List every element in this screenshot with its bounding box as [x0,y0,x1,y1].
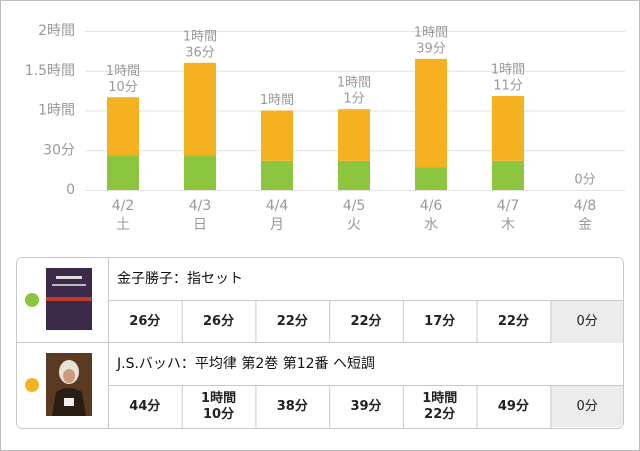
y-tick-label: 0 [66,182,75,198]
bar-segment [107,97,139,156]
cell-value: 22分 [498,313,529,329]
bar-segment [184,62,216,156]
today-cell [550,386,623,427]
cell-value: 49分 [498,398,529,414]
bar-segment [338,160,370,190]
cell-value: 0分 [577,314,598,329]
bar-segment [261,160,293,190]
total-label: 1時間 [260,93,294,108]
book-cover [46,268,92,330]
bar-segment [415,167,447,190]
x-tick-label: 4/2 [112,198,135,214]
total-label: 36分 [185,45,215,60]
x-weekday-label: 水 [424,217,438,233]
x-weekday-label: 木 [501,217,515,233]
total-label: 11分 [493,78,523,93]
bar-segment [492,160,524,190]
x-tick-label: 4/7 [497,198,520,214]
cell-value: 1時間 [422,390,457,406]
cell-value: 44分 [129,398,160,414]
x-weekday-label: 火 [347,217,361,233]
legend-dot [25,378,39,392]
x-weekday-label: 日 [193,217,207,233]
total-label: 1時間 [337,76,371,91]
today-cell [550,301,623,343]
total-label: 0分 [574,173,595,188]
cell-value: 26分 [203,313,234,329]
bar-segment [415,58,447,168]
total-label: 1時間 [106,64,140,79]
x-tick-label: 4/8 [574,198,597,214]
cell-value: 39分 [350,398,381,414]
cell-value: 22分 [424,406,455,422]
cell-value: 38分 [277,398,308,414]
total-label: 1時間 [183,29,217,44]
legend-dot [25,293,39,307]
cell-value: 1時間 [201,390,236,406]
total-label: 39分 [416,41,446,56]
total-label: 1時間 [491,62,525,77]
x-tick-label: 4/6 [420,198,443,214]
x-tick-label: 4/3 [189,198,212,214]
total-label: 1時間 [414,25,448,40]
total-label: 10分 [108,80,138,95]
y-tick-label: 1時間 [38,103,75,119]
bar-segment [184,155,216,190]
x-tick-label: 4/4 [266,198,289,214]
cell-value: 22分 [350,313,381,329]
piece-name: 金子勝子：指セット [117,271,243,287]
bar-segment [492,95,524,161]
cell-value: 10分 [203,406,234,422]
x-weekday-label: 月 [270,217,284,233]
bar-segment [338,109,370,161]
total-label: 1分 [343,92,364,107]
y-tick-label: 30分 [43,142,75,158]
piece-name: J.S.バッハ：平均律 第2巻 第12番 ヘ短調 [116,355,375,372]
x-weekday-label: 金 [578,217,592,233]
y-tick-label: 2時間 [38,23,75,39]
bar-segment [107,155,139,190]
cell-value: 22分 [277,313,308,329]
cell-value: 26分 [129,313,160,329]
cell-value: 0分 [577,399,598,414]
x-weekday-label: 土 [116,217,130,233]
bar-segment [261,110,293,161]
x-tick-label: 4/5 [343,198,366,214]
cell-value: 17分 [424,313,455,329]
y-tick-label: 1.5時間 [25,63,75,79]
composer-portrait [46,353,92,416]
